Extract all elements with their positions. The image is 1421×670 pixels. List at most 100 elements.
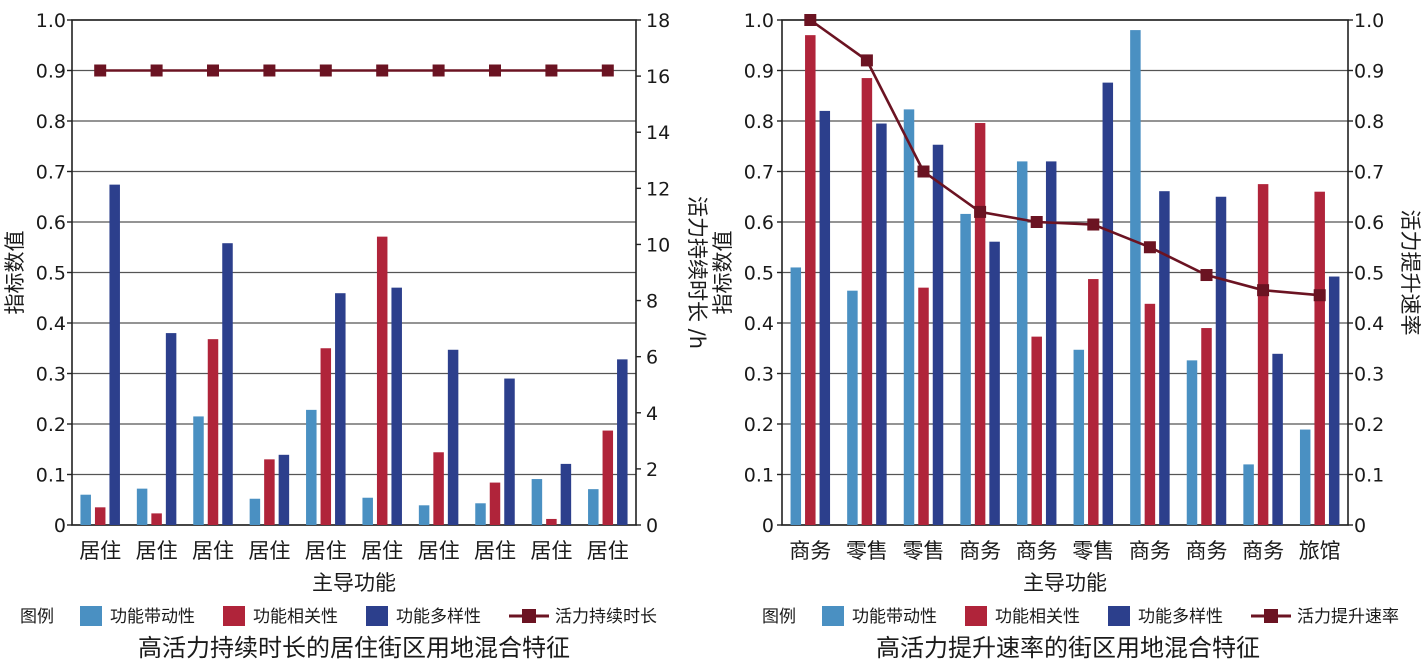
- line-point-活力持续时长: [376, 64, 389, 77]
- bar-功能多样性: [447, 349, 459, 525]
- y-tick-label: 0.1: [744, 465, 774, 487]
- y-tick-label: 0: [762, 515, 774, 537]
- bar-功能带动性: [588, 489, 599, 525]
- x-axis-title: 主导功能: [1023, 571, 1107, 595]
- line-point-活力提升速率: [917, 165, 930, 178]
- x-category-label: 零售: [903, 539, 945, 563]
- bar-功能相关性: [974, 123, 986, 526]
- x-category-label: 居住: [361, 539, 403, 563]
- y2-tick-label: 14: [646, 122, 670, 144]
- line-point-活力提升速率: [1030, 216, 1043, 228]
- x-category-label: 商务: [1129, 539, 1171, 563]
- bar-功能带动性: [531, 479, 543, 525]
- legend-label: 活力持续时长: [555, 607, 657, 627]
- y2-tick-label: 8: [646, 291, 658, 313]
- x-category-label: 居住: [418, 539, 460, 563]
- y-tick-label: 0.2: [744, 414, 774, 436]
- bar-功能多样性: [165, 333, 177, 525]
- line-point-活力持续时长: [263, 64, 276, 77]
- legend-label: 功能相关性: [253, 607, 338, 627]
- bar-功能相关性: [805, 35, 816, 526]
- y-tick-label: 0.8: [36, 111, 66, 133]
- bar-功能相关性: [1201, 328, 1212, 525]
- x-category-label: 商务: [1016, 539, 1058, 563]
- y2-axis-title: 活力持续时长 /h: [685, 196, 709, 349]
- y2-tick-label: 4: [646, 403, 658, 425]
- y2-tick-label: 0.6: [1354, 212, 1384, 234]
- bar-功能相关性: [918, 287, 929, 525]
- line-point-活力持续时长: [432, 64, 445, 77]
- y-tick-label: 0.3: [36, 364, 66, 386]
- bar-功能带动性: [193, 416, 204, 525]
- bar-功能带动性: [136, 488, 148, 525]
- line-point-活力提升速率: [1313, 289, 1326, 302]
- y2-axis-title: 活力提升速率: [1398, 210, 1421, 336]
- bar-功能相关性: [861, 78, 873, 525]
- y-tick-label: 0.9: [36, 61, 66, 83]
- bar-功能多样性: [617, 359, 628, 525]
- bar-功能相关性: [1257, 184, 1269, 525]
- x-category-label: 居住: [192, 539, 234, 563]
- bar-功能相关性: [151, 513, 162, 525]
- chart-caption: 高活力持续时长的居住街区用地混合特征: [138, 634, 570, 662]
- bar-功能带动性: [418, 505, 430, 525]
- bar-功能多样性: [1328, 276, 1340, 525]
- bar-功能相关性: [489, 482, 501, 525]
- bar-功能多样性: [222, 243, 233, 525]
- bar-功能带动性: [306, 409, 317, 525]
- x-axis-title: 主导功能: [312, 571, 396, 595]
- legend-label: 功能相关性: [995, 607, 1080, 627]
- line-point-活力提升速率: [860, 54, 873, 67]
- line-point-活力持续时长: [207, 64, 219, 77]
- y-tick-label: 0.4: [744, 313, 774, 335]
- x-category-label: 居住: [136, 539, 178, 563]
- bar-功能多样性: [278, 454, 290, 525]
- y2-tick-label: 0.1: [1354, 465, 1384, 487]
- y2-tick-label: 0.8: [1354, 111, 1384, 133]
- y2-tick-label: 0.5: [1354, 263, 1384, 285]
- x-category-label: 旅馆: [1299, 539, 1341, 563]
- y-tick-label: 0.2: [36, 414, 66, 436]
- bar-功能多样性: [1159, 191, 1170, 525]
- legend-label: 功能多样性: [1138, 607, 1223, 627]
- bar-功能多样性: [1045, 161, 1057, 525]
- x-category-label: 商务: [1186, 539, 1228, 563]
- bar-功能相关性: [207, 339, 219, 525]
- bar-功能相关性: [376, 236, 388, 525]
- legend-label: 功能带动性: [852, 607, 937, 627]
- legend-label: 功能带动性: [110, 607, 195, 627]
- y2-tick-label: 0.3: [1354, 364, 1384, 386]
- y-tick-label: 0.9: [744, 61, 774, 83]
- x-category-label: 居住: [248, 539, 290, 563]
- line-point-活力提升速率: [974, 205, 987, 218]
- y2-tick-label: 0.4: [1354, 313, 1384, 335]
- y2-tick-label: 1.0: [1354, 10, 1384, 32]
- legend-marker-活力持续时长: [522, 609, 536, 623]
- y-axis-title: 指标数值: [711, 231, 735, 315]
- line-point-活力提升速率: [1200, 269, 1213, 282]
- bar-功能带动性: [960, 213, 971, 526]
- bar-功能带动性: [80, 494, 91, 525]
- legend-swatch-功能多样性: [366, 606, 388, 626]
- x-category-label: 商务: [959, 539, 1001, 563]
- bar-功能相关性: [1031, 336, 1042, 525]
- x-category-label: 居住: [587, 539, 629, 563]
- legend-label: 功能多样性: [396, 607, 481, 627]
- x-category-label: 居住: [530, 539, 572, 563]
- legend-swatch-功能相关性: [965, 606, 987, 626]
- legend-swatch-功能带动性: [822, 606, 844, 626]
- legend-swatch-功能多样性: [1108, 606, 1130, 626]
- bar-功能多样性: [335, 293, 346, 525]
- y2-tick-label: 10: [646, 234, 670, 256]
- legend-title: 图例: [20, 607, 54, 627]
- line-point-活力持续时长: [545, 64, 558, 77]
- x-category-label: 居住: [474, 539, 516, 563]
- y2-tick-label: 0.2: [1354, 414, 1384, 436]
- chart-1: 0 0.1 0.2 0.3 0.4 0.5 0.6 0.7 0.8 0.9 1.0 0 2 4 6 8 10 12…: [3, 10, 709, 662]
- bar-功能多样性: [109, 184, 120, 525]
- bar-功能多样性: [876, 123, 887, 526]
- x-category-label: 居住: [79, 539, 121, 563]
- bar-功能带动性: [1130, 30, 1141, 525]
- line-活力提升速率: [809, 18, 1320, 297]
